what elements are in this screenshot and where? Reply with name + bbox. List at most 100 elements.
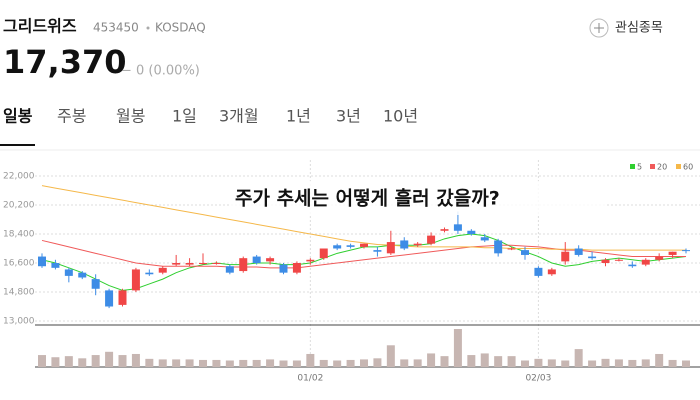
volume-bar (172, 359, 181, 367)
stock-code: 453450 (93, 21, 139, 35)
candle-body (306, 259, 315, 262)
candle-body (655, 256, 664, 260)
volume-bar (105, 351, 114, 367)
volume-bar (185, 359, 194, 367)
volume-bar (266, 359, 275, 367)
candle-body (360, 243, 368, 247)
volume-bar (480, 353, 489, 367)
candle-body (386, 242, 395, 254)
volume-bar (628, 359, 637, 367)
volume-bar (51, 357, 60, 367)
legend-label: 60 (683, 163, 693, 172)
volume-bar (427, 353, 436, 367)
candle-body (91, 279, 100, 289)
volume-bar (655, 353, 664, 367)
volume-bar (199, 359, 207, 367)
candle-body (212, 263, 221, 264)
tab[interactable]: 1년 (286, 107, 311, 126)
tabs: 일봉 주봉 월봉 1일 3개월 1년 3년 10년 (3, 107, 418, 126)
candle-body (521, 250, 529, 255)
candle-body (292, 263, 301, 273)
candle-body (105, 290, 114, 307)
candle-body (145, 272, 154, 275)
candle-body (400, 240, 409, 249)
chart: 22,000 20,200 18,400 16,600 14,800 13,000 01/0… (0, 149, 700, 384)
volume-bar (225, 360, 234, 367)
volume-bar (400, 359, 409, 367)
candle-body (64, 269, 73, 276)
tab[interactable]: 1일 (172, 107, 197, 126)
legend-swatch (676, 164, 681, 169)
tab[interactable]: 주봉 (57, 107, 86, 126)
candle-body (51, 263, 60, 268)
volume-bar (292, 360, 301, 367)
x-tick-label: 02/03 (525, 374, 551, 384)
candle-body (319, 248, 328, 259)
volume-bar (507, 356, 516, 367)
candle-body (588, 256, 597, 259)
candle-body (682, 250, 690, 252)
watch-label[interactable]: 관심종목 (615, 21, 663, 36)
volume-bar (601, 358, 610, 367)
volume-bar (561, 360, 570, 367)
candle-body (507, 248, 516, 250)
legend-swatch (650, 164, 655, 169)
tab[interactable]: 일봉 (3, 107, 33, 126)
candle-body (601, 259, 610, 263)
candle-body (547, 269, 556, 275)
candle-body (346, 245, 355, 247)
candle-body (279, 264, 288, 273)
candle-body (668, 251, 677, 255)
volume-bar (78, 358, 87, 367)
legend-label: 20 (657, 163, 667, 172)
candle-body (78, 272, 87, 278)
candle-body (413, 243, 422, 246)
candle-body (453, 224, 462, 231)
tab[interactable]: 3년 (336, 107, 361, 126)
candle-body (172, 263, 181, 265)
watch-button[interactable]: 관심종목 (589, 18, 663, 38)
candle-body (480, 237, 489, 241)
volume-bar (306, 353, 315, 367)
annotation-bg (231, 181, 607, 215)
volume-bar (212, 359, 221, 367)
candle-body (266, 258, 275, 262)
volume-bar (467, 355, 476, 367)
candle-body (158, 267, 167, 273)
volume-bar (38, 355, 46, 367)
tab[interactable]: 3개월 (219, 107, 259, 126)
candle-body (574, 248, 583, 255)
y-tick-label: 18,400 (3, 230, 35, 240)
volume-bar (574, 349, 583, 367)
y-tick-label: 22,000 (3, 172, 35, 182)
y-tick-label: 13,000 (3, 317, 35, 327)
volume-bar (252, 359, 261, 367)
price-change: − 0 (0.00%) (121, 64, 200, 79)
price: 17,370 (3, 43, 126, 81)
volume-bar (373, 358, 382, 367)
candle-body (534, 267, 543, 276)
candle-body (628, 264, 637, 267)
volume-bar (494, 356, 503, 367)
legend-label: 5 (637, 163, 642, 172)
candle-body (641, 259, 650, 265)
volume-bar (521, 360, 529, 367)
volume-bar (547, 359, 556, 367)
candle-body (131, 269, 140, 291)
volume-bar (158, 359, 167, 367)
volume-bar (64, 356, 73, 367)
volume-bar (668, 359, 677, 367)
candle-body (333, 245, 342, 249)
candle-body (373, 250, 382, 252)
market: KOSDAQ (155, 21, 206, 35)
volume-bar (333, 360, 342, 367)
volume-bar (614, 359, 623, 367)
tab[interactable]: 10년 (383, 107, 418, 126)
x-tick-label: 01/02 (297, 374, 323, 384)
stock-name: 그리드위즈 (3, 17, 77, 36)
tab[interactable]: 월봉 (116, 107, 145, 126)
candle-body (239, 258, 248, 272)
volume-bar (346, 359, 355, 367)
